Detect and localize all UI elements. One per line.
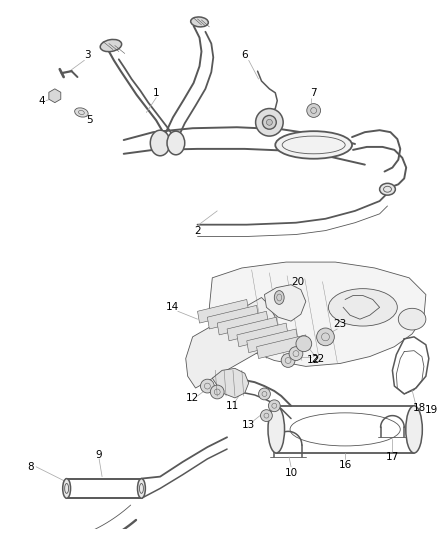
Text: 22: 22 bbox=[311, 353, 324, 364]
Ellipse shape bbox=[74, 108, 88, 117]
Polygon shape bbox=[209, 262, 426, 366]
Text: 4: 4 bbox=[39, 95, 46, 106]
Text: 1: 1 bbox=[153, 88, 159, 98]
Polygon shape bbox=[265, 285, 306, 321]
Circle shape bbox=[268, 400, 280, 411]
Polygon shape bbox=[247, 329, 298, 353]
Circle shape bbox=[281, 353, 295, 367]
Text: 6: 6 bbox=[241, 51, 248, 60]
Circle shape bbox=[266, 119, 272, 125]
Ellipse shape bbox=[150, 130, 170, 156]
Circle shape bbox=[262, 116, 276, 129]
Polygon shape bbox=[49, 89, 61, 103]
Ellipse shape bbox=[268, 406, 285, 453]
Polygon shape bbox=[227, 317, 278, 341]
Polygon shape bbox=[237, 323, 288, 346]
Text: 17: 17 bbox=[386, 452, 399, 462]
Ellipse shape bbox=[167, 131, 185, 155]
Text: 19: 19 bbox=[425, 405, 438, 415]
Ellipse shape bbox=[406, 406, 422, 453]
Text: 3: 3 bbox=[84, 51, 91, 60]
Text: 12: 12 bbox=[307, 356, 320, 366]
Circle shape bbox=[296, 336, 312, 352]
Ellipse shape bbox=[276, 131, 352, 159]
Text: 9: 9 bbox=[96, 450, 102, 460]
Text: 8: 8 bbox=[27, 462, 34, 472]
Circle shape bbox=[307, 103, 321, 117]
Text: 5: 5 bbox=[86, 115, 92, 125]
Text: 13: 13 bbox=[242, 421, 255, 431]
Ellipse shape bbox=[191, 17, 208, 27]
Circle shape bbox=[289, 346, 303, 360]
Polygon shape bbox=[207, 305, 258, 329]
Polygon shape bbox=[198, 300, 249, 323]
Polygon shape bbox=[186, 297, 276, 388]
Text: 14: 14 bbox=[166, 302, 180, 312]
Text: 12: 12 bbox=[186, 393, 199, 403]
Ellipse shape bbox=[63, 479, 71, 498]
Text: 7: 7 bbox=[311, 88, 317, 98]
Text: 10: 10 bbox=[284, 467, 297, 478]
Circle shape bbox=[201, 379, 214, 393]
Polygon shape bbox=[212, 368, 249, 398]
Ellipse shape bbox=[138, 479, 145, 498]
Polygon shape bbox=[257, 335, 308, 359]
Text: 18: 18 bbox=[412, 403, 426, 413]
Text: 20: 20 bbox=[291, 277, 304, 287]
Circle shape bbox=[261, 410, 272, 422]
Ellipse shape bbox=[398, 308, 426, 330]
Text: 23: 23 bbox=[334, 319, 347, 329]
Ellipse shape bbox=[274, 290, 284, 304]
Circle shape bbox=[256, 109, 283, 136]
Text: 2: 2 bbox=[194, 225, 201, 236]
Text: 16: 16 bbox=[339, 460, 352, 470]
Ellipse shape bbox=[380, 183, 396, 195]
Ellipse shape bbox=[100, 39, 122, 52]
Circle shape bbox=[258, 388, 270, 400]
Text: 11: 11 bbox=[226, 401, 239, 411]
Circle shape bbox=[317, 328, 334, 346]
Circle shape bbox=[210, 385, 224, 399]
Ellipse shape bbox=[328, 289, 397, 326]
Polygon shape bbox=[217, 311, 268, 335]
